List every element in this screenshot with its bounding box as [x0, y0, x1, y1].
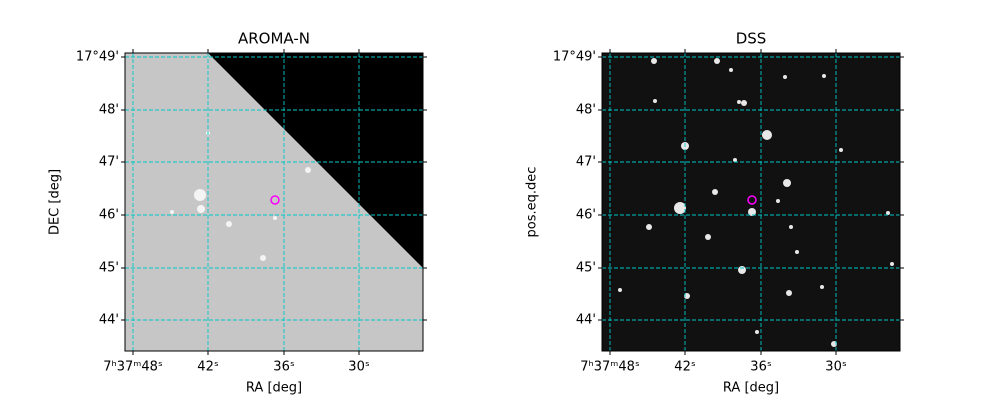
star [783, 179, 791, 187]
star [273, 216, 277, 220]
star [733, 158, 737, 162]
x-axis-label: RA [deg] [246, 381, 302, 396]
y-tick-label: 45' [99, 261, 119, 276]
x-tick-label: 42ˢ [197, 360, 219, 375]
star [712, 189, 718, 195]
image [602, 53, 900, 351]
y-tick-label: 44' [99, 313, 119, 328]
y-tick-label: 47' [576, 155, 596, 170]
star [795, 250, 799, 254]
y-tick-label: 46' [99, 208, 119, 223]
x-axis-label: RA [deg] [723, 381, 779, 396]
x-tick-label: 7ʰ37ᵐ48ˢ [103, 360, 163, 375]
star [783, 75, 787, 79]
star [737, 100, 741, 104]
star [786, 290, 792, 296]
star [651, 58, 657, 64]
y-tick-label: 17°49' [76, 50, 119, 65]
star [260, 255, 266, 261]
star [618, 288, 622, 292]
x-tick-label: 42ˢ [674, 360, 696, 375]
y-axis-label: pos.eq.dec [525, 167, 540, 238]
star [822, 74, 826, 78]
star [646, 224, 652, 230]
star [705, 234, 711, 240]
y-tick-label: 48' [99, 103, 119, 118]
x-tick-label: 30ˢ [348, 360, 370, 375]
y-tick-label: 44' [576, 313, 596, 328]
x-tick-label: 36ˢ [273, 360, 295, 375]
star [755, 330, 759, 334]
star [729, 68, 733, 72]
star [194, 189, 206, 201]
y-tick-label: 48' [576, 103, 596, 118]
y-tick-label: 17°49' [553, 50, 596, 65]
target-marker [270, 195, 280, 205]
star [684, 293, 690, 299]
star [226, 221, 232, 227]
x-tick-label: 7ʰ37ᵐ48ˢ [580, 360, 640, 375]
y-tick-label: 45' [576, 261, 596, 276]
star [653, 99, 657, 103]
star [674, 202, 686, 214]
image-blank-region [208, 53, 423, 268]
panel-title: AROMA-N [238, 30, 310, 48]
x-tick-label: 36ˢ [750, 360, 772, 375]
star [886, 211, 890, 215]
panel: 7ʰ37ᵐ48ˢ 42ˢ 36ˢ 30ˢ 17°49' 48' 47' 46' 45' 44' AR… [48, 30, 427, 396]
star [738, 266, 746, 274]
star [748, 208, 756, 216]
star [839, 148, 843, 152]
y-tick-label: 47' [99, 155, 119, 170]
x-tick-label: 30ˢ [825, 360, 847, 375]
star [170, 210, 174, 214]
panel-title: DSS [736, 30, 767, 48]
star [890, 262, 894, 266]
axes-frame [601, 52, 901, 352]
panel: 7ʰ37ᵐ48ˢ 42ˢ 36ˢ 30ˢ 17°49' 48' 47' 46' 45' 44' DS… [525, 30, 904, 396]
axes-frame [124, 52, 424, 352]
y-axis-label: DEC [deg] [48, 169, 63, 235]
y-tick-label: 46' [576, 208, 596, 223]
star [789, 225, 793, 229]
star [831, 341, 837, 347]
star [305, 167, 311, 173]
target-marker [747, 195, 757, 205]
star [776, 199, 780, 203]
star [197, 205, 205, 213]
star [762, 130, 772, 140]
star [820, 285, 824, 289]
star [714, 58, 720, 64]
star [741, 100, 747, 106]
